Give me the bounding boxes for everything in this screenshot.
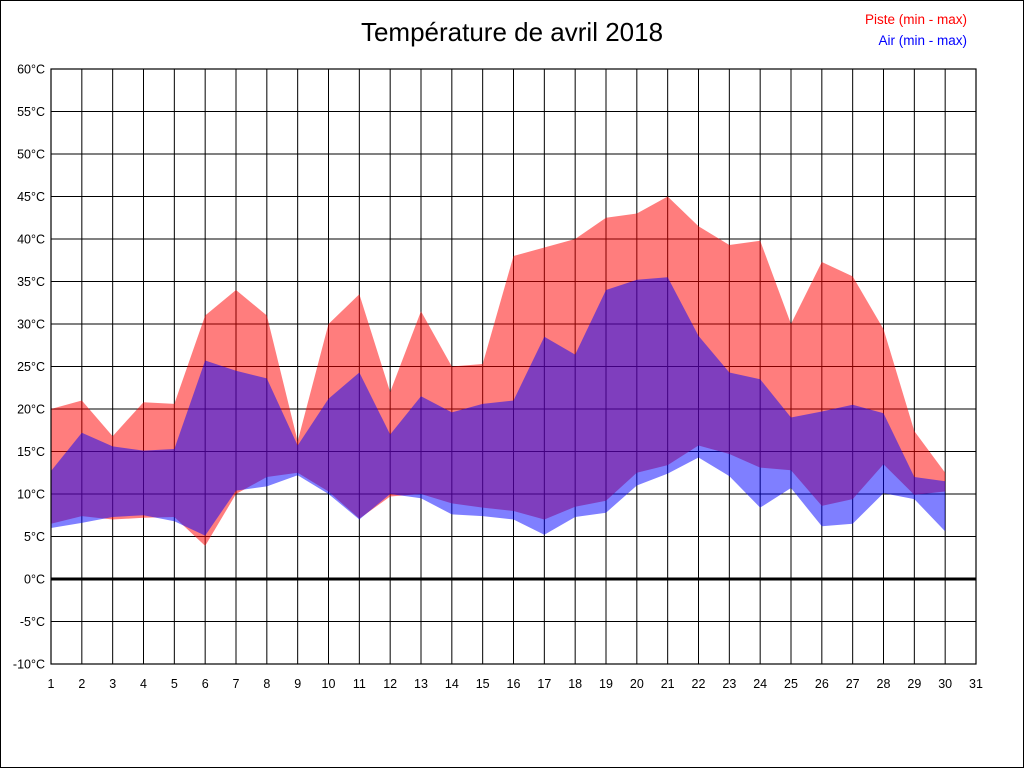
legend-item-piste: Piste (min - max) (864, 12, 967, 27)
x-axis-tick-label: 29 (907, 677, 921, 691)
y-axis-tick-label: -5°C (20, 615, 45, 629)
x-axis-tick-label: 1 (48, 677, 55, 691)
y-axis-tick-label: 50°C (17, 148, 45, 162)
x-axis-tick-label: 2 (78, 677, 85, 691)
x-axis-tick-label: 9 (294, 677, 301, 691)
legend: Piste (min - max) Air (min - max) (865, 9, 967, 51)
x-axis-tick-label: 24 (753, 677, 767, 691)
x-axis-tick-label: 13 (414, 677, 428, 691)
x-axis-tick-label: 21 (661, 677, 675, 691)
x-axis-tick-label: 11 (353, 677, 366, 691)
x-axis-tick-label: 22 (692, 677, 706, 691)
y-axis-tick-label: 5°C (24, 530, 45, 544)
y-axis-tick-label: 55°C (17, 105, 45, 119)
y-axis-tick-label: 60°C (17, 63, 45, 77)
x-axis-tick-label: 15 (476, 677, 490, 691)
x-axis-tick-label: 14 (445, 677, 459, 691)
x-axis-tick-label: 7 (233, 677, 240, 691)
x-axis-tick-label: 26 (815, 677, 829, 691)
x-axis-tick-label: 31 (969, 677, 983, 691)
x-axis-tick-label: 25 (784, 677, 798, 691)
x-axis-tick-label: 23 (722, 677, 736, 691)
y-axis-tick-label: 45°C (17, 190, 45, 204)
y-axis-tick-label: 10°C (17, 488, 45, 502)
y-axis-tick-label: 15°C (17, 445, 45, 459)
y-axis-tick-label: -10°C (13, 658, 45, 672)
x-axis-tick-label: 3 (109, 677, 116, 691)
x-axis-tick-label: 20 (630, 677, 644, 691)
x-axis-tick-label: 30 (938, 677, 952, 691)
x-axis-tick-label: 18 (568, 677, 582, 691)
y-axis-tick-label: 35°C (17, 275, 45, 289)
x-axis-tick-label: 10 (322, 677, 336, 691)
y-axis-tick-label: 20°C (17, 403, 45, 417)
x-axis-tick-label: 6 (202, 677, 209, 691)
x-axis-tick-label: 28 (877, 677, 891, 691)
legend-item-air: Air (min - max) (878, 33, 968, 48)
x-axis-tick-label: 5 (171, 677, 178, 691)
plot-border (50, 68, 977, 665)
x-axis-tick-label: 27 (846, 677, 860, 691)
y-axis-tick-label: 30°C (17, 318, 45, 332)
x-axis-tick-label: 19 (599, 677, 613, 691)
x-axis-tick-label: 8 (263, 677, 270, 691)
y-axis-tick-label: 0°C (24, 573, 45, 587)
chart-title: Température de avril 2018 (360, 17, 664, 47)
air-minmax-band (51, 277, 946, 536)
x-axis-tick-label: 17 (537, 677, 551, 691)
y-axis-tick-label: 25°C (17, 360, 45, 374)
x-axis-tick-label: 12 (383, 677, 397, 691)
y-axis-tick-label: 40°C (17, 233, 45, 247)
x-axis-tick-label: 16 (507, 677, 521, 691)
x-axis-tick-label: 4 (140, 677, 147, 691)
